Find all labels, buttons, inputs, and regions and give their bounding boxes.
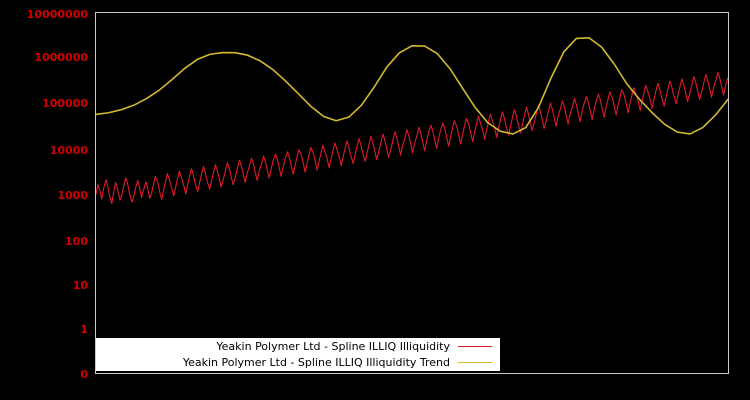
- series-line-illiquidity: [95, 71, 729, 205]
- y-axis-tick-labels: 10000000 1000000 100000 10000 1000 100 10 1 0: [0, 0, 88, 400]
- legend-label-trend: Yeakin Polymer Ltd - Spline ILLIQ Illiqu…: [182, 355, 450, 369]
- legend-label-series: Yeakin Polymer Ltd - Spline ILLIQ Illiqu…: [216, 339, 450, 353]
- y-tick-label: 1: [80, 323, 88, 336]
- y-tick-label: 10: [72, 279, 88, 292]
- line-swatch-series: [458, 345, 492, 347]
- y-tick-label: 100000: [42, 97, 88, 110]
- y-tick-label: 10000000: [26, 8, 88, 21]
- y-tick-label: 0: [80, 368, 88, 381]
- series-line-trend: [95, 36, 729, 135]
- plot-area-border: [95, 12, 729, 374]
- series-layer: [95, 36, 729, 205]
- y-tick-label: 1000: [57, 189, 88, 202]
- y-tick-label: 100: [65, 235, 88, 248]
- y-tick-label: 10000: [49, 144, 88, 157]
- legend-entry-trend: Yeakin Polymer Ltd - Spline ILLIQ Illiqu…: [96, 354, 500, 370]
- chart-legend: Yeakin Polymer Ltd - Spline ILLIQ Illiqu…: [96, 338, 500, 371]
- y-tick-label: 1000000: [34, 51, 88, 64]
- line-swatch-trend: [458, 361, 492, 363]
- legend-entry-series: Yeakin Polymer Ltd - Spline ILLIQ Illiqu…: [96, 338, 500, 354]
